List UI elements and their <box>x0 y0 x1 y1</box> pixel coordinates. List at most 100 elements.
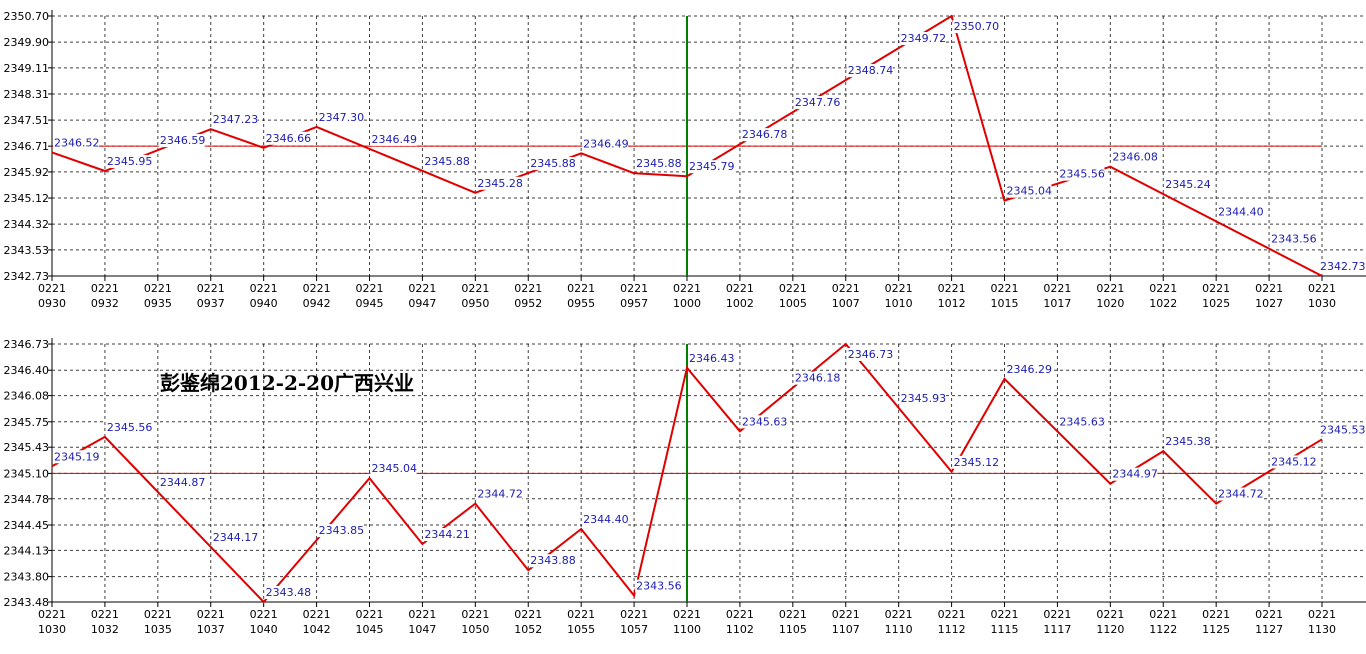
x-tick-date-label: 0221 <box>726 282 754 295</box>
x-tick-time-label: 1042 <box>303 623 331 636</box>
x-tick-time-label: 1030 <box>38 623 66 636</box>
x-tick-date-label: 0221 <box>356 282 384 295</box>
point-label-backing <box>1005 362 1052 376</box>
y-tick-label: 2344.78 <box>4 493 50 506</box>
point-label-backing <box>1319 423 1365 437</box>
point-value-label: 2345.12 <box>1271 455 1317 468</box>
y-tick-label: 2348.31 <box>4 88 50 101</box>
x-tick-time-label: 1027 <box>1255 297 1283 310</box>
x-tick-time-label: 1015 <box>991 297 1019 310</box>
x-tick-time-label: 1005 <box>779 297 807 310</box>
y-tick-label: 2344.32 <box>4 218 50 231</box>
x-tick-time-label: 1035 <box>144 623 172 636</box>
point-label-backing <box>423 154 470 168</box>
x-tick-date-label: 0221 <box>779 282 807 295</box>
x-tick-date-label: 0221 <box>197 608 225 621</box>
point-value-label: 2346.78 <box>742 128 788 141</box>
x-tick-date-label: 0221 <box>1255 608 1283 621</box>
y-tick-label: 2344.45 <box>4 519 50 532</box>
x-tick-date-label: 0221 <box>38 282 66 295</box>
point-label-backing <box>53 450 99 464</box>
point-value-label: 2345.56 <box>1059 168 1105 181</box>
y-tick-label: 2342.73 <box>4 270 50 283</box>
x-tick-date-label: 0221 <box>1043 282 1071 295</box>
point-label-backing <box>952 455 999 469</box>
y-tick-label: 2345.92 <box>4 166 50 179</box>
point-label-backing <box>1005 184 1052 198</box>
point-label-backing <box>846 64 893 78</box>
y-tick-label: 2343.53 <box>4 244 50 257</box>
y-tick-label: 2349.90 <box>4 36 50 49</box>
x-tick-date-label: 0221 <box>250 282 278 295</box>
point-label-backing <box>211 113 258 127</box>
point-value-label: 2344.40 <box>583 513 629 526</box>
x-tick-time-label: 1127 <box>1255 623 1283 636</box>
point-label-backing <box>476 176 523 190</box>
point-label-backing <box>899 391 946 405</box>
point-label-backing <box>582 512 629 526</box>
point-label-backing <box>1270 232 1317 246</box>
x-tick-date-label: 0221 <box>673 282 701 295</box>
point-value-label: 2345.93 <box>901 392 947 405</box>
point-value-label: 2345.04 <box>372 462 418 475</box>
x-tick-date-label: 0221 <box>832 282 860 295</box>
x-tick-time-label: 1105 <box>779 623 807 636</box>
point-value-label: 2346.73 <box>848 348 894 361</box>
x-tick-time-label: 1130 <box>1308 623 1336 636</box>
point-label-backing <box>740 415 787 429</box>
x-tick-time-label: 0935 <box>144 297 172 310</box>
x-tick-time-label: 1112 <box>938 623 966 636</box>
x-tick-time-label: 1055 <box>567 623 595 636</box>
x-tick-date-label: 0221 <box>991 282 1019 295</box>
point-value-label: 2342.73 <box>1320 260 1366 273</box>
y-tick-label: 2347.51 <box>4 114 50 127</box>
point-label-backing <box>1111 467 1158 481</box>
point-value-label: 2345.63 <box>742 415 788 428</box>
x-tick-time-label: 1002 <box>726 297 754 310</box>
x-tick-time-label: 0945 <box>356 297 384 310</box>
x-tick-time-label: 0952 <box>514 297 542 310</box>
x-tick-date-label: 0221 <box>303 282 331 295</box>
point-value-label: 2345.24 <box>1165 178 1211 191</box>
point-label-backing <box>635 157 682 171</box>
x-tick-time-label: 0950 <box>461 297 489 310</box>
point-value-label: 2343.56 <box>636 580 682 593</box>
x-tick-date-label: 0221 <box>779 608 807 621</box>
point-label-backing <box>635 579 682 593</box>
panel-2: 2346.73 2346.40 2346.08 2345.75 2345.43 2345.… <box>4 338 1366 636</box>
point-label-backing <box>158 134 205 148</box>
point-value-label: 2345.95 <box>107 155 152 168</box>
x-tick-time-label: 1010 <box>885 297 913 310</box>
x-tick-date-label: 0221 <box>514 608 542 621</box>
panel-1: 2350.70 2349.90 2349.11 2348.31 2347.51 2346.… <box>4 10 1366 310</box>
x-tick-date-label: 0221 <box>461 608 489 621</box>
point-label-backing <box>1058 167 1105 181</box>
point-value-label: 2346.18 <box>795 372 841 385</box>
point-label-backing <box>688 160 734 174</box>
point-label-backing <box>529 157 576 171</box>
point-value-label: 2346.52 <box>54 136 100 149</box>
x-tick-date-label: 0221 <box>567 608 595 621</box>
point-value-label: 2344.21 <box>424 528 470 541</box>
x-tick-time-label: 0937 <box>197 297 225 310</box>
y-tick-label: 2343.80 <box>4 571 50 584</box>
x-tick-time-label: 1047 <box>408 623 436 636</box>
point-label-backing <box>476 487 523 501</box>
point-value-label: 2345.28 <box>477 177 523 190</box>
point-value-label: 2346.49 <box>372 133 418 146</box>
x-tick-date-label: 0221 <box>620 608 648 621</box>
point-value-label: 2345.12 <box>954 456 1000 469</box>
point-value-label: 2344.17 <box>213 531 259 544</box>
point-value-label: 2345.53 <box>1320 423 1366 436</box>
x-tick-time-label: 1050 <box>461 623 489 636</box>
point-value-label: 2346.29 <box>1007 363 1053 376</box>
point-label-backing <box>317 110 364 124</box>
x-tick-date-label: 0221 <box>938 608 966 621</box>
y-tick-label: 2346.73 <box>4 338 50 351</box>
point-label-backing <box>952 20 999 33</box>
point-label-backing <box>899 32 946 46</box>
x-tick-time-label: 1115 <box>991 623 1019 636</box>
x-tick-date-label: 0221 <box>197 282 225 295</box>
y-tick-label: 2346.71 <box>4 140 50 153</box>
point-value-label: 2346.43 <box>689 352 735 365</box>
